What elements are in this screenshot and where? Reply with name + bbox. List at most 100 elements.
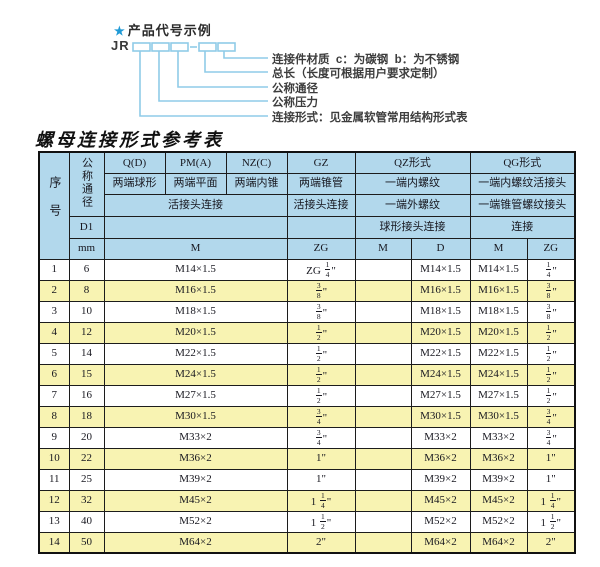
cell-qg-m: M45×2 [469,489,528,512]
callout-line [139,51,268,117]
cell-qz-m [354,321,412,344]
cell-qz-m [354,384,412,407]
cell-qg-zg: 3 8 " [526,300,576,323]
callout-line [177,51,268,88]
header-conn-qz: 一端外螺纹 [354,193,471,217]
cell-gz-thread: 3 4 " [286,405,356,428]
cell-gz-thread: 1" [286,468,356,491]
cell-m-thread: M18×1.5 [103,300,288,323]
cell-qz-m [354,531,412,554]
code-box [151,42,170,52]
cell-nominal-diameter: 16 [68,384,105,407]
cell-nominal-diameter: 15 [68,363,105,386]
table-row: 14 50 M64×2 2" M64×2 M64×2 2" [38,531,576,554]
cell-seq: 14 [38,531,70,554]
header-form-nz: 两端内锥 [225,172,288,195]
header-unit-qg-m: M [469,237,528,260]
cell-qz-m [354,342,412,365]
header-form-q: 两端球形 [103,172,166,195]
cell-gz-thread: 1 1 2 " [286,510,356,533]
cell-seq: 5 [38,342,70,365]
cell-gz-thread: 3 8 " [286,279,356,302]
cell-qg-zg: 1 2 " [526,363,576,386]
callout-line [158,51,268,102]
header-conn-gz: 活接头连接 [286,193,356,217]
cell-qz-d: M30×1.5 [410,405,471,428]
cell-m-thread: M30×1.5 [103,405,288,428]
cell-qz-d: M52×2 [410,510,471,533]
header-nominal-diameter: 公称通径 [68,151,105,217]
cell-gz-thread: 1 2 " [286,342,356,365]
cell-m-thread: M24×1.5 [103,363,288,386]
header-empty-cell [103,215,288,239]
label-nominal-diameter: 公称通径 [272,83,318,95]
cell-qg-m: M27×1.5 [469,384,528,407]
cell-qz-d: M16×1.5 [410,279,471,302]
cell-nominal-diameter: 12 [68,321,105,344]
cell-gz-thread: ZG 1 4 " [286,258,356,281]
nut-connection-reference-table: 序号 公称通径 Q(D) PM(A) NZ(C) GZ QZ形式 QG形式 两端… [38,151,577,554]
header-unit-qz-m: M [354,237,412,260]
cell-qg-m: M14×1.5 [469,258,528,281]
cell-qz-d: M22×1.5 [410,342,471,365]
cell-qg-zg: 1 4 " [526,258,576,281]
callout-line [223,51,268,59]
cell-qz-d: M27×1.5 [410,384,471,407]
header-unit-zg: ZG [286,237,356,260]
code-box [217,42,236,52]
cell-m-thread: M14×1.5 [103,258,288,281]
cell-seq: 8 [38,405,70,428]
cell-m-thread: M45×2 [103,489,288,512]
header-form-qg: 一端内螺纹活接头 [469,172,576,195]
table-row: 7 16 M27×1.5 1 2 " M27×1.5 M27×1.5 1 2 " [38,384,576,407]
cell-nominal-diameter: 18 [68,405,105,428]
cell-qg-m: M22×1.5 [469,342,528,365]
cell-m-thread: M36×2 [103,447,288,470]
code-box [198,42,217,52]
cell-qg-m: M18×1.5 [469,300,528,323]
header-subconn-qz: 球形接头连接 [354,215,471,239]
header-seq: 序号 [38,151,70,260]
label-total-length: 总长（长度可根据用户要求定制） [272,68,445,80]
callout-line [204,51,268,73]
cell-nominal-diameter: 50 [68,531,105,554]
cell-qg-m: M30×1.5 [469,405,528,428]
cell-nominal-diameter: 6 [68,258,105,281]
table-row: 13 40 M52×2 1 1 2 " M52×2 M52×2 1 1 2 " [38,510,576,533]
cell-seq: 7 [38,384,70,407]
cell-qg-m: M39×2 [469,468,528,491]
header-unit-mm: mm [68,237,105,260]
header-d1: D1 [68,215,105,239]
star-icon: ★ [114,24,126,38]
cell-qz-m [354,426,412,449]
table-row: 1 6 M14×1.5 ZG 1 4 " M14×1.5 M14×1.5 1 4 " [38,258,576,281]
diagram-title-text: 产品代号示例 [127,23,212,38]
cell-m-thread: M20×1.5 [103,321,288,344]
header-unit-qg-zg: ZG [526,237,576,260]
cell-qz-d: M18×1.5 [410,300,471,323]
header-group-nz: NZ(C) [225,151,288,174]
table-row: 10 22 M36×2 1" M36×2 M36×2 1" [38,447,576,470]
cell-qg-m: M16×1.5 [469,279,528,302]
cell-qz-m [354,510,412,533]
code-box [132,42,151,52]
cell-qg-zg: 2" [526,531,576,554]
cell-qg-zg: 3 8 " [526,279,576,302]
cell-gz-thread: 1 2 " [286,363,356,386]
header-group-pm: PM(A) [164,151,227,174]
code-box [170,42,189,52]
cell-nominal-diameter: 20 [68,426,105,449]
table-row: 11 25 M39×2 1" M39×2 M39×2 1" [38,468,576,491]
code-prefix: JR [111,38,130,53]
cell-seq: 1 [38,258,70,281]
cell-qg-zg: 1 2 " [526,342,576,365]
cell-gz-thread: 1 2 " [286,384,356,407]
cell-qz-d: M14×1.5 [410,258,471,281]
cell-m-thread: M27×1.5 [103,384,288,407]
cell-qz-d: M20×1.5 [410,321,471,344]
cell-m-thread: M39×2 [103,468,288,491]
cell-seq: 10 [38,447,70,470]
cell-gz-thread: 2" [286,531,356,554]
header-form-gz: 两端锥管 [286,172,356,195]
